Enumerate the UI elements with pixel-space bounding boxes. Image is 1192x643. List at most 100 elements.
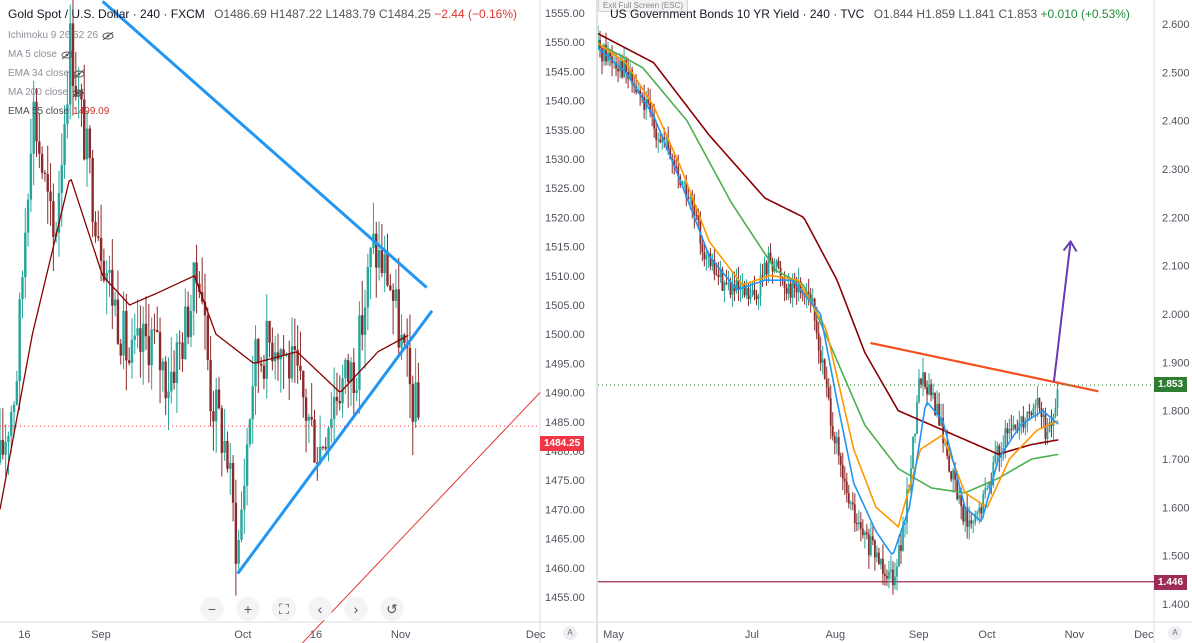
price-tick-label: 2.400 (1162, 116, 1190, 128)
candle-body (262, 365, 266, 379)
candle-body (902, 524, 904, 551)
candle-body (649, 103, 652, 113)
time-tick-label: Oct (234, 629, 251, 641)
gold-chart-canvas[interactable]: 1555.00 1550.00 1545.00 1540.00 1535.00 1530.… (0, 0, 596, 643)
candle-body (46, 174, 49, 192)
eye-hidden-icon[interactable] (102, 31, 114, 41)
candle-body (111, 269, 114, 306)
ema-55-line (0, 178, 409, 510)
bond-chart-canvas[interactable]: 2.600 2.500 2.400 2.300 2.200 2.100 2.000 1.900… (598, 0, 1192, 643)
price-tick-label: 1545.00 (545, 66, 585, 78)
candle-body (763, 262, 766, 276)
thin-trend-line (302, 392, 541, 643)
candle-body (853, 504, 856, 523)
candle-body (928, 384, 930, 395)
candle-body (408, 348, 412, 385)
auto-scale-button[interactable]: A (563, 626, 577, 640)
gold-last-price-badge: 1484.25 (540, 436, 585, 451)
candle-body (231, 463, 235, 503)
zoom-in-button[interactable]: + (236, 597, 260, 621)
candle-body (1014, 424, 1017, 429)
candle-body (847, 493, 850, 504)
exit-full-screen-button[interactable]: Exit Full Screen (ESC) (598, 0, 689, 12)
candle-body (229, 463, 232, 469)
price-tick-label: 1460.00 (545, 563, 585, 575)
candle-body (857, 522, 860, 525)
reset-chart-button[interactable]: ↺ (380, 597, 404, 621)
eye-hidden-icon[interactable] (73, 69, 85, 79)
candle-body (375, 233, 378, 268)
candle-body (397, 289, 400, 348)
panel-splitter[interactable] (596, 0, 598, 643)
auto-scale-button[interactable]: A (1168, 626, 1182, 640)
resistance-line (870, 341, 1099, 393)
candle-body (837, 437, 840, 456)
price-tick-label: 2.000 (1162, 309, 1190, 321)
candle-body (865, 532, 868, 535)
candle-body (849, 502, 852, 504)
candle-body (296, 349, 299, 366)
scroll-left-button[interactable]: ‹ (308, 597, 332, 621)
candle-body (108, 269, 111, 273)
candle-body (69, 23, 72, 105)
candle-body (938, 403, 940, 426)
target-arrow-shaft (1052, 241, 1072, 382)
triangle-trendline-upper (101, 0, 428, 289)
zoom-out-button[interactable]: − (200, 597, 224, 621)
candle-body (1020, 416, 1023, 423)
candle-body (880, 558, 882, 565)
price-tick-label: 1.900 (1162, 357, 1190, 369)
legend-row-ma5[interactable]: MA 5 close (8, 45, 114, 64)
candle-body (43, 172, 47, 175)
candle-body (316, 462, 319, 464)
legend-row-ichimoku[interactable]: Ichimoku 9 26 52 26 (8, 26, 114, 45)
target-arrow-head (1062, 239, 1078, 253)
ma-blue-line (598, 47, 1059, 556)
candle-body (809, 294, 812, 302)
candle-body (787, 283, 790, 294)
bond-chart-panel[interactable]: 2.600 2.500 2.400 2.300 2.200 2.100 2.000 1.900… (598, 0, 1192, 643)
candle-body (892, 569, 894, 586)
candle-body (884, 573, 886, 576)
candle-body (226, 440, 229, 469)
candle-body (133, 335, 136, 340)
candle-body (74, 85, 78, 97)
fit-screen-button[interactable]: ⛶ (272, 597, 296, 621)
candle-body (912, 436, 914, 469)
legend-row-ema55[interactable]: EMA 55 close 1499.09 (8, 102, 114, 121)
candle-body (825, 378, 828, 388)
legend-row-ma200[interactable]: MA 200 close (8, 83, 114, 102)
candle-body (302, 370, 305, 398)
candle-body (85, 128, 89, 160)
gold-chart-panel[interactable]: 1555.00 1550.00 1545.00 1540.00 1535.00 1530.… (0, 0, 596, 643)
bond-chart-header: US Government Bonds 10 YR Yield · 240 · … (610, 7, 1130, 21)
scroll-right-button[interactable]: › (344, 597, 368, 621)
candle-body (26, 199, 30, 233)
eye-hidden-icon[interactable] (61, 50, 73, 60)
candle-body (116, 299, 120, 344)
candle-body (400, 334, 403, 348)
candle-body (186, 306, 190, 338)
candle-body (144, 323, 148, 337)
candle-body (150, 329, 153, 366)
price-tick-label: 1.800 (1162, 406, 1190, 418)
candle-body (685, 181, 688, 199)
candle-body (841, 464, 844, 479)
candle-body (723, 282, 726, 291)
candle-body (930, 384, 932, 396)
candle-body (1, 439, 5, 455)
gold-change: −2.44 (−0.16%) (434, 7, 518, 21)
candle-body (35, 101, 38, 142)
legend-row-ema34[interactable]: EMA 34 close (8, 64, 114, 83)
time-tick-label: 16 (18, 629, 30, 641)
candle-body (996, 445, 999, 453)
eye-hidden-icon[interactable] (72, 88, 84, 98)
candle-body (29, 153, 33, 200)
candle-body (693, 205, 696, 215)
candle-body (819, 350, 822, 363)
candle-body (1054, 407, 1057, 417)
candle-body (743, 283, 746, 296)
candle-body (733, 284, 736, 292)
ma-green-line (598, 42, 1059, 494)
candle-body (789, 283, 792, 298)
